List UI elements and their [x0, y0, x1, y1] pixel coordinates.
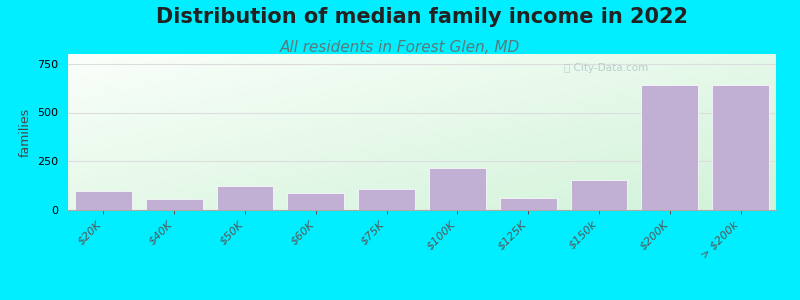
Title: Distribution of median family income in 2022: Distribution of median family income in …: [156, 8, 688, 27]
Bar: [146, 199, 202, 210]
Bar: [75, 190, 132, 210]
Bar: [642, 85, 698, 210]
Bar: [570, 180, 627, 210]
Bar: [358, 189, 415, 210]
Text: All residents in Forest Glen, MD: All residents in Forest Glen, MD: [280, 40, 520, 56]
Bar: [429, 168, 486, 210]
Text: ⓘ City-Data.com: ⓘ City-Data.com: [563, 63, 648, 74]
Bar: [287, 194, 344, 210]
Bar: [217, 186, 274, 210]
Bar: [712, 85, 769, 210]
Bar: [500, 198, 557, 210]
Y-axis label: families: families: [18, 107, 31, 157]
